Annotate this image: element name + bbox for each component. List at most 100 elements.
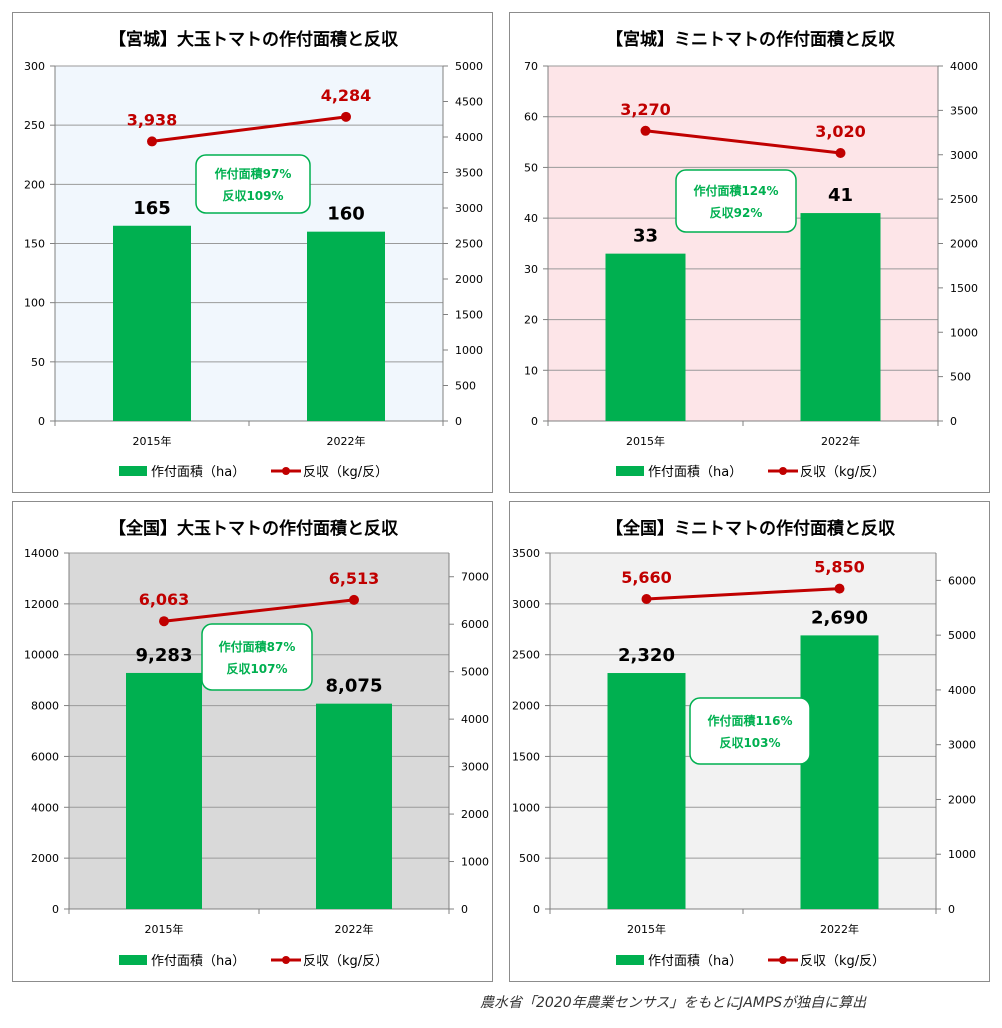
- legend-line-marker: [779, 956, 787, 964]
- right-tick-label: 1000: [461, 856, 489, 869]
- callout-area-ratio: 作付面積124%: [693, 183, 778, 198]
- left-tick-label: 12000: [24, 598, 59, 611]
- left-tick-label: 500: [519, 852, 540, 865]
- legend-line-marker: [779, 467, 787, 475]
- bar-value-label: 9,283: [136, 645, 193, 666]
- bar-value-label: 41: [828, 185, 853, 206]
- right-tick-label: 0: [950, 415, 957, 428]
- yield-point: [147, 136, 157, 147]
- chart-title: 【全国】ミニトマトの作付面積と反収: [606, 518, 896, 539]
- chart-svg: 【宮城】大玉トマトの作付面積と反収05010015020025030005001…: [24, 29, 483, 480]
- bar: [316, 703, 392, 909]
- right-tick-label: 6000: [948, 574, 976, 587]
- right-tick-label: 5000: [455, 60, 483, 73]
- chart-title: 【宮城】大玉トマトの作付面積と反収: [109, 29, 399, 50]
- right-tick-label: 5000: [461, 666, 489, 679]
- right-tick-label: 2500: [455, 238, 483, 251]
- legend-yield-label: 反収（kg/反）: [303, 954, 388, 969]
- bar-value-label: 160: [327, 204, 365, 225]
- yield-point: [159, 616, 169, 627]
- x-tick-label: 2015年: [626, 434, 665, 448]
- right-tick-label: 4000: [455, 131, 483, 144]
- legend-bar-swatch: [119, 955, 147, 965]
- left-tick-label: 0: [531, 415, 538, 428]
- left-tick-label: 3000: [512, 598, 540, 611]
- legend-line-marker: [282, 467, 290, 475]
- left-tick-label: 1000: [512, 801, 540, 814]
- yield-value-label: 3,938: [127, 110, 178, 129]
- yield-line: [645, 129, 841, 155]
- left-tick-label: 100: [24, 297, 45, 310]
- right-tick-label: 0: [455, 415, 462, 428]
- yield-point: [835, 147, 846, 158]
- yield-line: [646, 587, 840, 601]
- chart-title: 【宮城】ミニトマトの作付面積と反収: [606, 29, 896, 50]
- left-tick-label: 6000: [31, 750, 59, 763]
- callout-box: [201, 623, 313, 691]
- left-tick-label: 150: [24, 238, 45, 251]
- right-tick-label: 0: [461, 903, 468, 916]
- legend-bar-swatch: [616, 466, 644, 476]
- right-tick-label: 2000: [461, 808, 489, 821]
- right-tick-label: 4000: [948, 684, 976, 697]
- yield-point: [640, 125, 651, 136]
- left-tick-label: 2000: [31, 852, 59, 865]
- bar: [800, 213, 881, 421]
- left-tick-label: 0: [533, 903, 540, 916]
- left-tick-label: 30: [524, 263, 538, 276]
- right-tick-label: 3500: [950, 104, 978, 117]
- chart-panel-miyagi-mini-tomato: 【宮城】ミニトマトの作付面積と反収 0 10 20 30 40 50 60 70 0 500 1000…: [509, 12, 990, 493]
- right-tick-label: 7000: [461, 571, 489, 584]
- legend-area-label: 作付面積（ha）: [648, 954, 742, 969]
- yield-value-label: 5,850: [814, 558, 865, 577]
- legend-area-label: 作付面積（ha）: [151, 954, 245, 969]
- yield-point: [341, 111, 351, 122]
- yield-point: [641, 594, 652, 605]
- left-tick-label: 1500: [512, 750, 540, 763]
- left-tick-label: 8000: [31, 700, 59, 713]
- right-tick-label: 2000: [950, 238, 978, 251]
- x-tick-label: 2022年: [327, 434, 366, 448]
- chart-panel-miyagi-large-tomato: 【宮城】大玉トマトの作付面積と反収 0 50 100 150 200 250 300 0 500 1…: [12, 12, 493, 493]
- chart-title: 【全国】大玉トマトの作付面積と反収: [109, 518, 399, 539]
- right-tick-label: 1500: [950, 282, 978, 295]
- left-tick-label: 40: [524, 212, 538, 225]
- legend-bar-swatch: [119, 466, 147, 476]
- x-tick-label: 2015年: [133, 434, 172, 448]
- left-tick-label: 10: [524, 364, 538, 377]
- bar-value-label: 33: [633, 226, 658, 247]
- yield-value-label: 3,020: [815, 122, 866, 141]
- yield-value-label: 5,660: [621, 568, 672, 587]
- yield-value-label: 3,270: [620, 100, 671, 119]
- callout-yield-ratio: 反収103%: [719, 735, 780, 750]
- yield-point: [349, 594, 359, 605]
- yield-point: [834, 583, 845, 594]
- left-tick-label: 200: [24, 178, 45, 191]
- bar-value-label: 8,075: [326, 676, 383, 697]
- legend: 作付面積（ha） 反収（kg/反）: [119, 465, 388, 480]
- bar: [126, 672, 202, 909]
- right-tick-label: 3000: [455, 202, 483, 215]
- x-tick-label: 2015年: [145, 922, 184, 936]
- right-tick-label: 500: [455, 380, 476, 393]
- callout-area-ratio: 作付面積97%: [215, 166, 292, 181]
- right-tick-label: 2500: [950, 193, 978, 206]
- right-tick-label: 500: [950, 371, 971, 384]
- left-tick-label: 300: [24, 60, 45, 73]
- left-tick-label: 0: [38, 415, 45, 428]
- left-tick-label: 20: [524, 314, 538, 327]
- callout-yield-ratio: 反収107%: [226, 661, 287, 676]
- bar: [800, 635, 879, 909]
- right-tick-label: 2000: [455, 273, 483, 286]
- yield-value-label: 6,063: [139, 590, 190, 609]
- legend-area-label: 作付面積（ha）: [648, 465, 742, 480]
- left-tick-label: 3500: [512, 547, 540, 560]
- yield-line: [151, 115, 347, 143]
- right-tick-label: 3000: [950, 149, 978, 162]
- bar-value-label: 2,690: [811, 607, 868, 628]
- right-tick-label: 3500: [455, 167, 483, 180]
- left-tick-label: 0: [52, 903, 59, 916]
- legend: 作付面積（ha） 反収（kg/反）: [616, 465, 885, 480]
- callout-area-ratio: 作付面積116%: [707, 713, 792, 728]
- callout-box: [689, 697, 811, 765]
